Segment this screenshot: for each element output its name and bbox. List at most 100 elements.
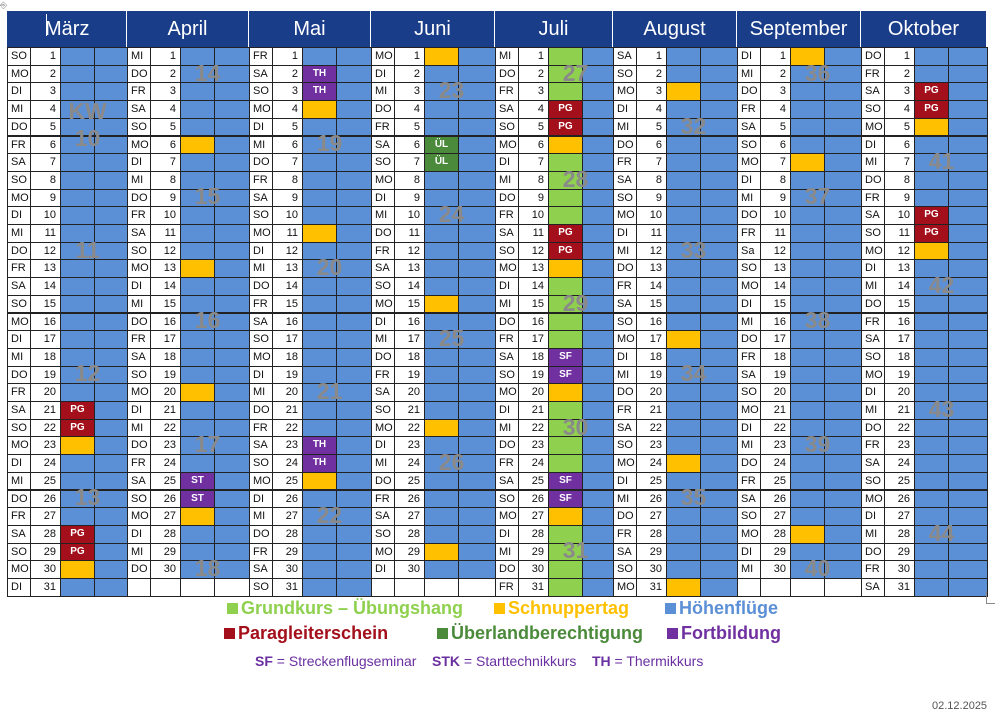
activity-cell [302, 418, 337, 438]
activity-cell [548, 135, 583, 155]
weekday-cell: DI [613, 347, 637, 367]
day-number-cell: 5 [636, 117, 667, 137]
activity-cell [60, 135, 95, 155]
activity-cell [914, 365, 949, 385]
weekday-cell: DO [495, 436, 519, 456]
activity-cell [214, 170, 250, 190]
day-number-cell: 12 [518, 241, 549, 261]
activity-cell [214, 312, 250, 332]
weekday-cell: SA [861, 330, 885, 349]
activity-cell [94, 542, 128, 562]
activity-cell [60, 153, 95, 172]
month-header: August [613, 11, 737, 47]
activity-cell [700, 64, 738, 84]
weekday-cell: MO [371, 418, 395, 438]
day-number-cell: 9 [30, 188, 61, 208]
day-number-cell: 11 [394, 224, 425, 243]
legend-schnupper-swatch [494, 603, 505, 614]
day-number-cell: 11 [760, 224, 791, 243]
day-number-cell: 24 [884, 454, 915, 473]
weekday-cell: MO [249, 347, 273, 367]
day-number-cell: 19 [760, 365, 791, 385]
day-number-cell: 1 [30, 47, 61, 66]
empty-cell [180, 578, 215, 597]
activity-cell [948, 47, 988, 66]
weekday-cell: SO [613, 436, 637, 456]
activity-cell [302, 188, 337, 208]
activity-cell [914, 259, 949, 279]
activity-cell [60, 224, 95, 243]
activity-cell [458, 312, 496, 332]
activity-cell [666, 560, 701, 579]
activity-cell [60, 47, 95, 66]
weekday-cell: DO [371, 100, 395, 119]
day-number-cell: 26 [884, 489, 915, 509]
activity-cell [548, 47, 583, 66]
activity-cell [424, 489, 459, 509]
day-number-cell: 19 [272, 365, 303, 385]
activity-cell [914, 277, 949, 296]
activity-cell [214, 47, 250, 66]
legend-schnupper-label: Schnuppertag [508, 598, 630, 618]
weekday-cell: FR [371, 489, 395, 509]
weekday-cell: DI [737, 47, 761, 66]
day-number-cell: 19 [150, 365, 181, 385]
weekday-cell: FR [613, 401, 637, 420]
day-number-cell: 17 [30, 330, 61, 349]
weekday-cell: MO [495, 383, 519, 402]
weekday-cell: DI [371, 64, 395, 84]
day-number-cell: 18 [884, 347, 915, 367]
day-number-cell: 3 [760, 82, 791, 102]
weekday-cell: SA [861, 454, 885, 473]
day-number-cell: 14 [150, 277, 181, 296]
weekday-cell: DI [861, 383, 885, 402]
activity-cell [336, 418, 372, 438]
activity-cell [700, 241, 738, 261]
day-number-cell: 15 [884, 294, 915, 314]
abbr-stk-code: STK [432, 653, 461, 669]
day-number-cell: 14 [394, 277, 425, 296]
weekday-cell: MI [737, 560, 761, 579]
activity-cell [424, 259, 459, 279]
activity-cell [180, 436, 215, 456]
abbr-sf-code: SF [255, 653, 273, 669]
weekday-cell: MO [861, 117, 885, 137]
activity-cell [94, 206, 128, 225]
weekday-cell: MO [613, 578, 637, 597]
day-number-cell: 20 [272, 383, 303, 402]
activity-cell [914, 241, 949, 261]
day-number-cell: 9 [272, 188, 303, 208]
activity-cell [302, 47, 337, 66]
activity-cell [948, 170, 988, 190]
activity-cell [302, 401, 337, 420]
weekday-cell: MO [737, 277, 761, 296]
activity-cell [458, 365, 496, 385]
activity-cell [948, 507, 988, 526]
activity-cell [458, 259, 496, 279]
day-number-cell: 7 [518, 153, 549, 172]
activity-cell [790, 188, 825, 208]
weekday-cell: MI [7, 471, 31, 491]
month-name: April [167, 18, 208, 40]
activity-cell: PG [914, 100, 949, 119]
weekday-cell: SO [613, 560, 637, 579]
activity-cell [700, 206, 738, 225]
activity-cell [94, 277, 128, 296]
activity-cell [94, 560, 128, 579]
activity-cell [94, 241, 128, 261]
activity-cell [302, 277, 337, 296]
day-number-cell: 24 [518, 454, 549, 473]
day-number-cell: 8 [636, 170, 667, 190]
activity-cell [700, 312, 738, 332]
weekday-cell: SA [7, 524, 31, 544]
activity-cell [180, 259, 215, 279]
activity-cell [458, 241, 496, 261]
activity-cell [60, 383, 95, 402]
weekday-cell: MI [861, 153, 885, 172]
day-number-cell: 12 [760, 241, 791, 261]
activity-cell [948, 241, 988, 261]
weekday-cell: MI [7, 224, 31, 243]
activity-cell [700, 524, 738, 544]
day-number-cell: 31 [518, 578, 549, 597]
weekday-cell: MO [737, 153, 761, 172]
